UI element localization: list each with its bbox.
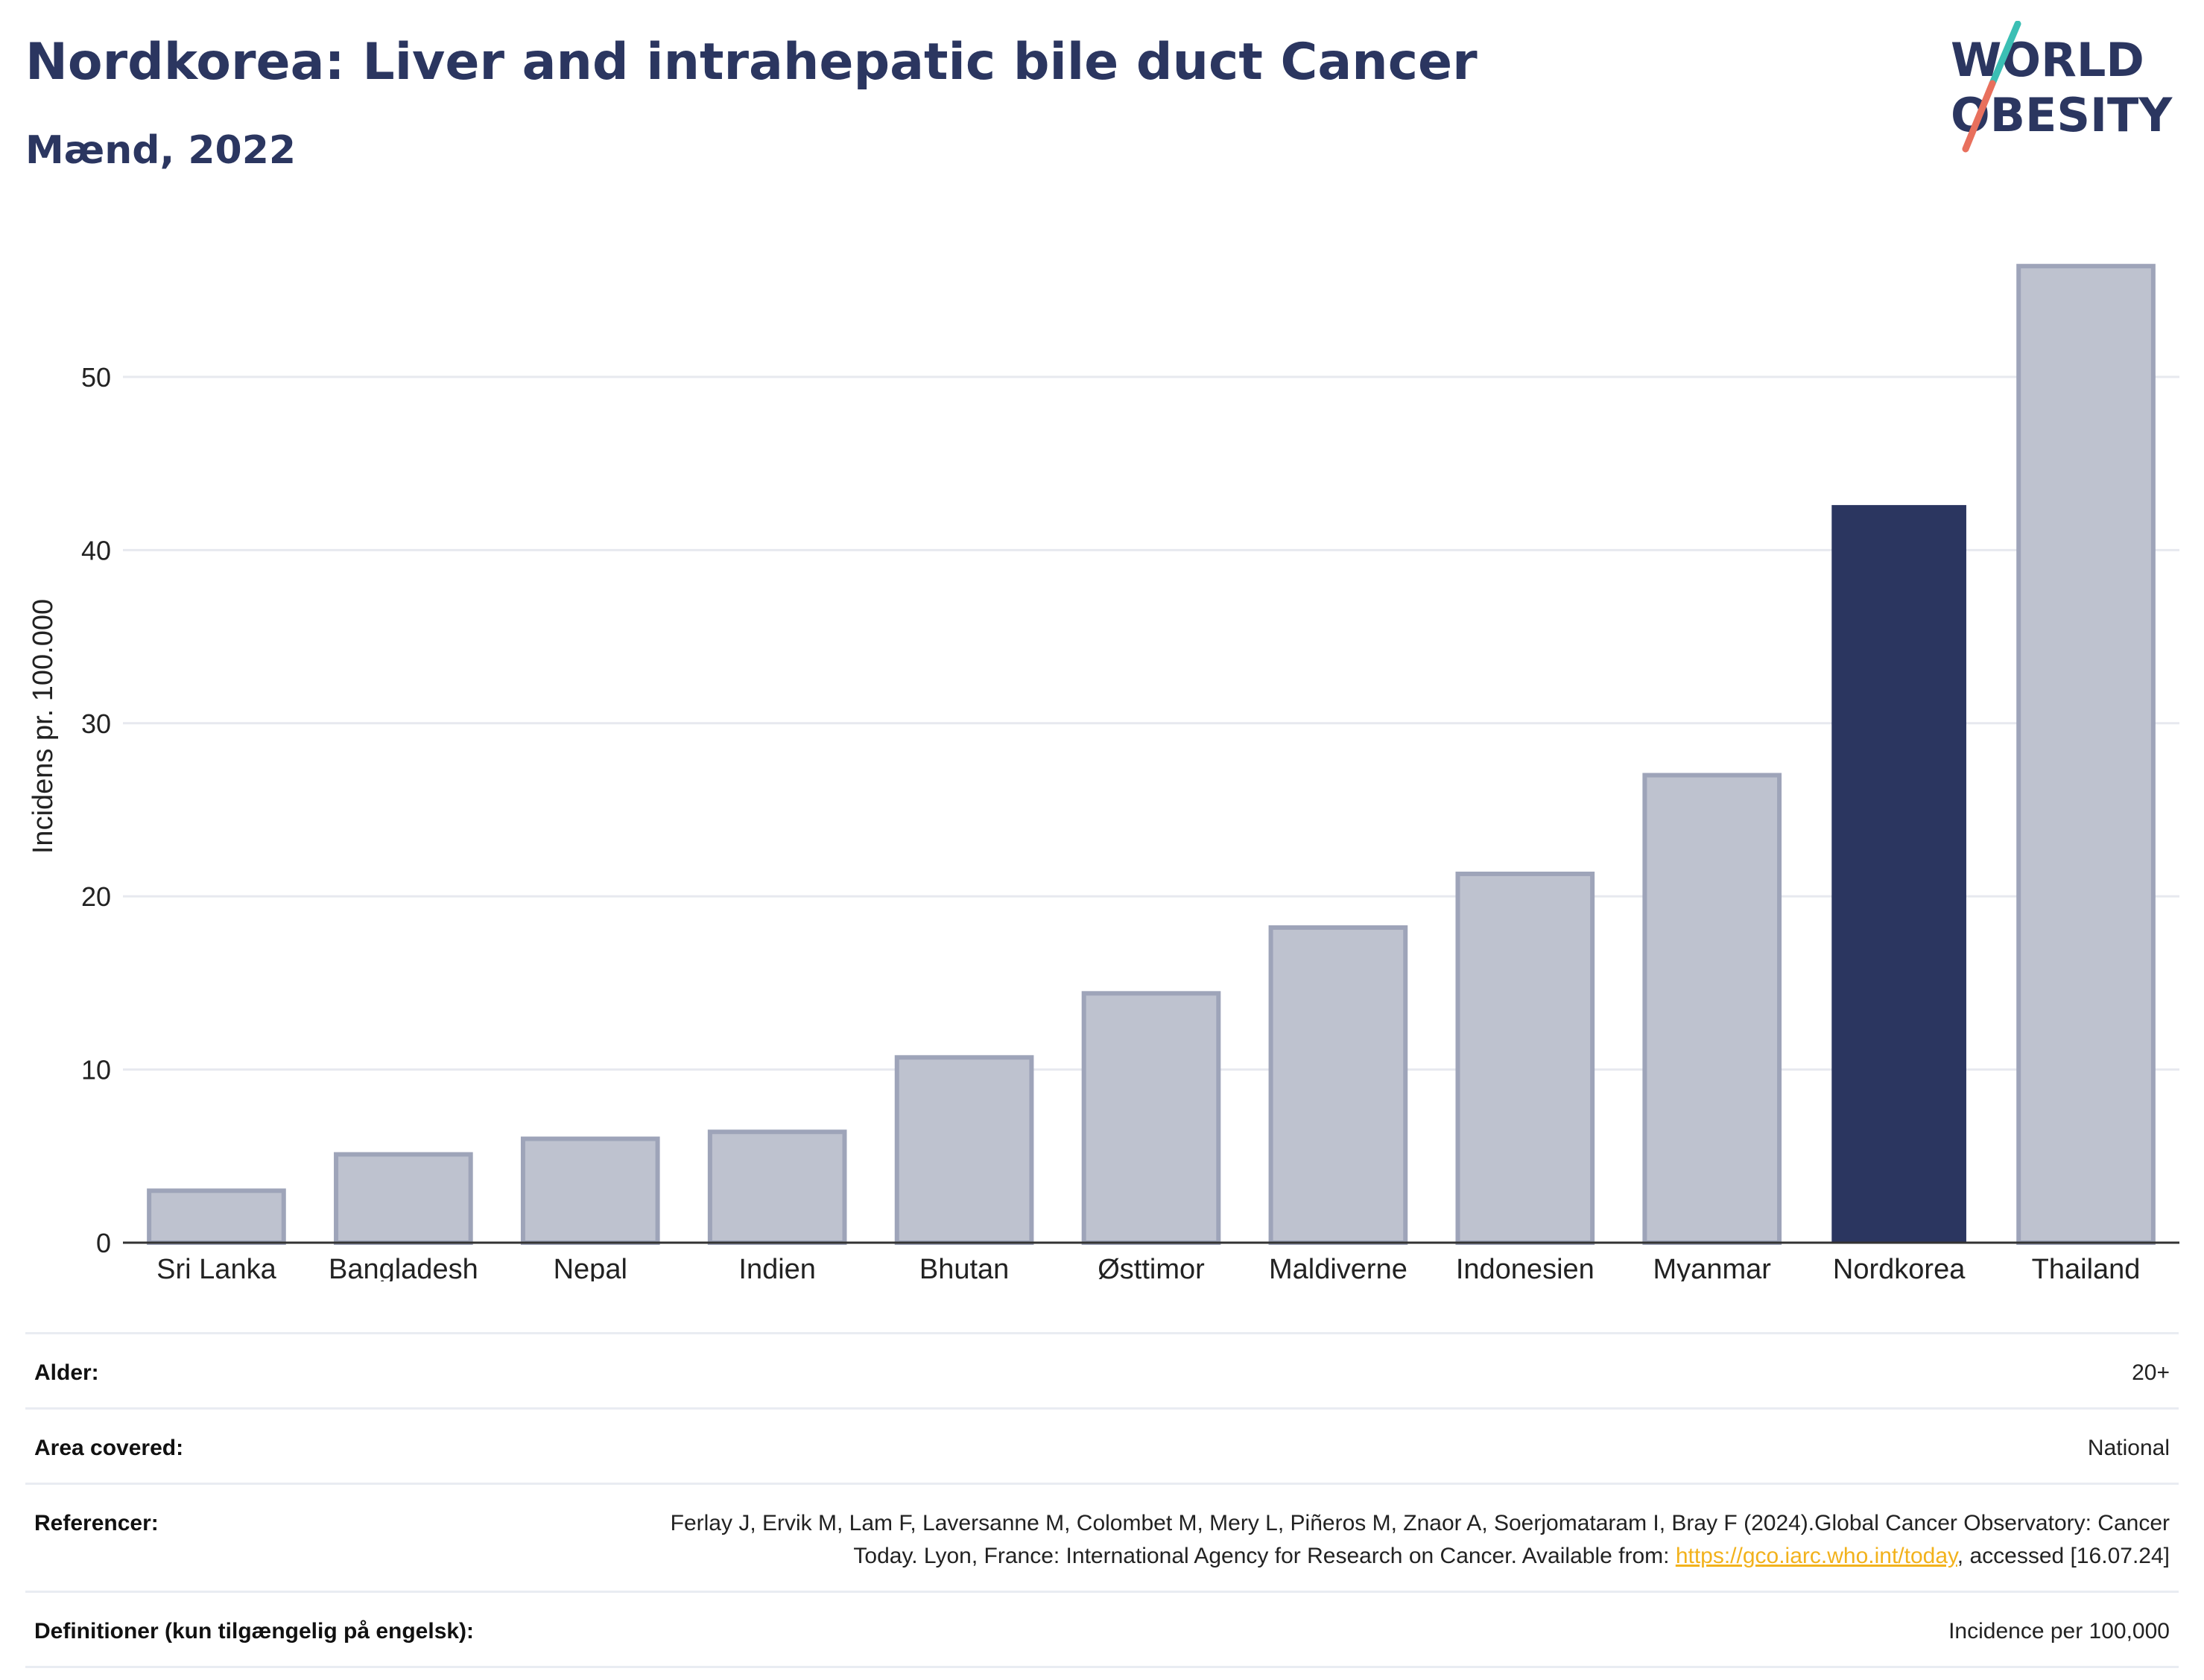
logo-slash-bottom: [1962, 80, 1996, 153]
x-tick-label: Østtimor: [1098, 1254, 1205, 1281]
reference-text: Ferlay J, Ervik M, Lam F, Laversanne M, …: [670, 1511, 2170, 1568]
world-obesity-logo: WORLD OBESITY: [1951, 21, 2173, 153]
meta-label-references: Referencer:: [34, 1511, 159, 1535]
page-subtitle: Mænd, 2022: [25, 128, 297, 173]
x-tick-label: Nepal: [554, 1254, 627, 1281]
meta-row-definitions: Definitioner (kun tilgængelig på engelsk…: [25, 1591, 2179, 1668]
bar-chart: 0 10 20 30 40 50 Sri Lanka Bangladesh Nepal Indie…: [28, 264, 2179, 1281]
x-tick-label: Bhutan: [919, 1254, 1009, 1281]
y-tick-label: 0: [96, 1228, 111, 1258]
meta-value-area: National: [2087, 1436, 2170, 1460]
bar-bhutan: [894, 1055, 1034, 1246]
meta-label-area: Area covered:: [34, 1436, 184, 1460]
bar-nordkorea: [1831, 504, 1966, 1243]
meta-label-age: Alder:: [34, 1360, 99, 1385]
y-tick-label: 20: [81, 881, 111, 912]
meta-value-references: Ferlay J, Ervik M, Lam F, Laversanne M, …: [642, 1507, 2170, 1573]
reference-link[interactable]: https://gco.iarc.who.int/today: [1675, 1544, 1957, 1568]
logo-slash-top: [1989, 21, 2021, 87]
bar-layer: [147, 264, 2156, 1246]
meta-row-age: Alder: 20+: [25, 1332, 2179, 1407]
bar-indien: [707, 1129, 847, 1245]
y-axis-label: Incidens pr. 100.000: [28, 599, 59, 854]
x-tick-label: Nordkorea: [1833, 1254, 1966, 1281]
x-tick-label: Indonesien: [1456, 1254, 1595, 1281]
page-title: Nordkorea: Liver and intrahepatic bile d…: [25, 33, 1478, 92]
bar-sri-lanka: [147, 1188, 286, 1246]
meta-label-definitions: Definitioner (kun tilgængelig på engelsk…: [34, 1619, 475, 1643]
x-tick-label: Sri Lanka: [156, 1254, 276, 1281]
y-tick-label: 50: [81, 362, 111, 393]
reference-accessed: , accessed [16.07.24]: [1957, 1544, 2170, 1568]
x-tick-label: Bangladesh: [329, 1254, 478, 1281]
bar-myanmar: [1642, 773, 1782, 1245]
y-tick-label: 40: [81, 535, 111, 565]
bar-indonesien: [1455, 871, 1595, 1245]
meta-row-area: Area covered: National: [25, 1407, 2179, 1483]
logo-line-1: WORLD: [1951, 33, 2144, 87]
bar-maldiverne: [1268, 925, 1408, 1245]
bar-nepal: [520, 1136, 660, 1246]
x-tick-label: Maldiverne: [1269, 1254, 1407, 1281]
bar-thailand: [2016, 264, 2156, 1246]
y-tick-label: 10: [81, 1055, 111, 1085]
bar-østtimor: [1081, 991, 1221, 1245]
meta-value-definitions: Incidence per 100,000: [1948, 1619, 2170, 1643]
axis-layer: 0 10 20 30 40 50 Sri Lanka Bangladesh Nepal Indie…: [81, 362, 2179, 1281]
x-tick-label: Indien: [738, 1254, 816, 1281]
meta-row-references: Referencer: Ferlay J, Ervik M, Lam F, La…: [25, 1483, 2179, 1591]
meta-value-age: 20+: [2132, 1360, 2170, 1385]
metadata-table: Alder: 20+ Area covered: National Refere…: [25, 1332, 2179, 1668]
x-tick-label: Myanmar: [1653, 1254, 1772, 1281]
bar-bangladesh: [334, 1152, 473, 1246]
y-tick-label: 30: [81, 709, 111, 739]
x-tick-label: Thailand: [2032, 1254, 2141, 1281]
